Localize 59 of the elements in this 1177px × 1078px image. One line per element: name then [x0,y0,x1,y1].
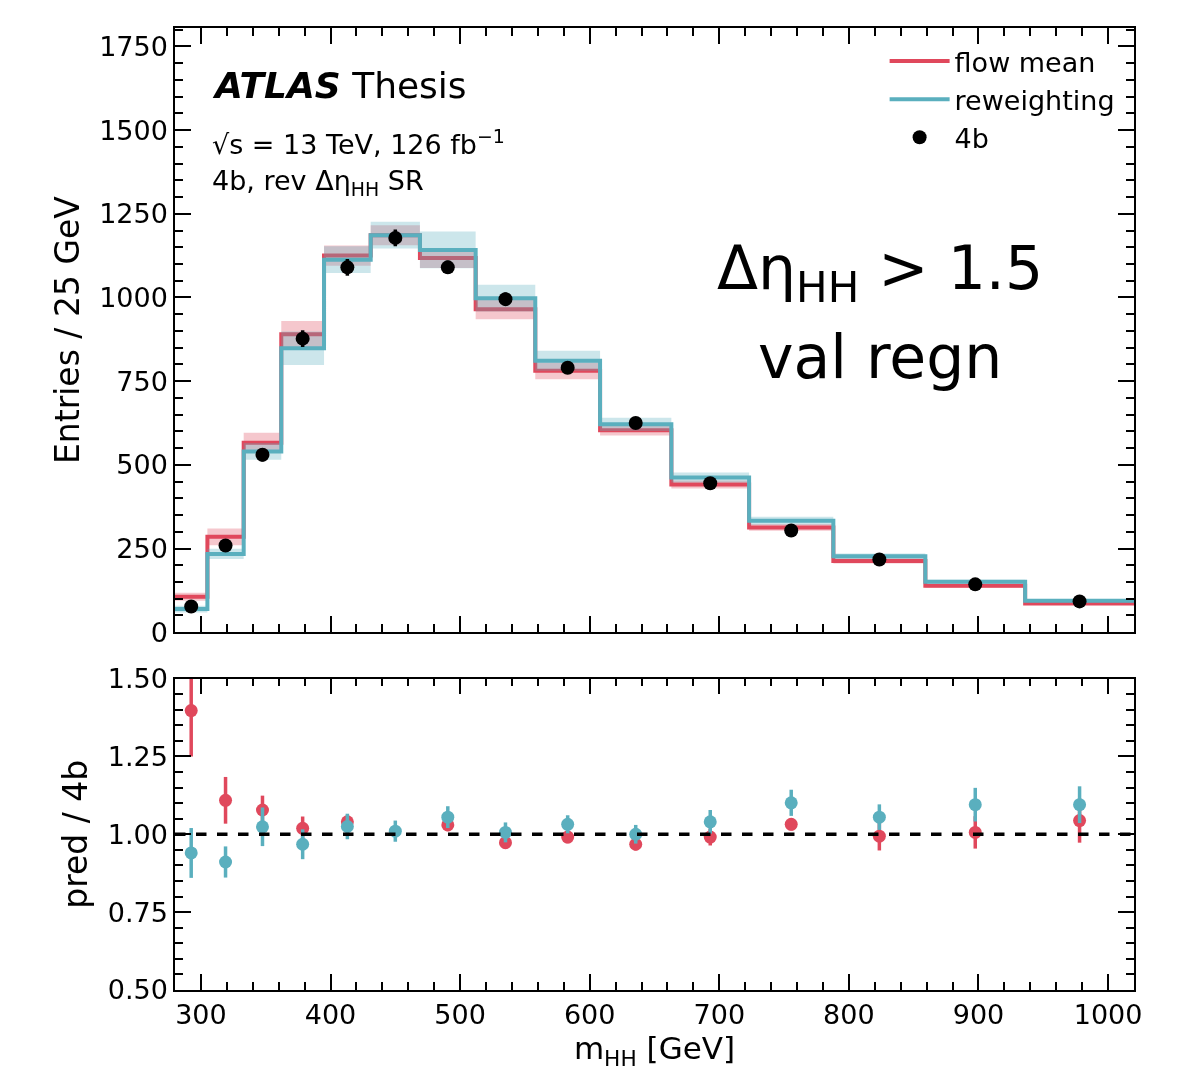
annotation: Δη$_{HH}$ > 1.5 [717,233,1044,312]
point [340,260,355,275]
point [703,476,718,491]
point [703,815,717,829]
annotation: √s = 13 TeV, 126 fb$^{−1}$ [212,125,505,161]
y-tick-label: 1500 [99,114,168,146]
point [219,855,233,869]
x-tick-label: 600 [563,999,616,1031]
point [388,230,403,245]
y-tick-label: 250 [116,532,168,564]
annotation: 4b, rev Δη$_{HH}$ SR [212,165,424,200]
legend-label: reweighting [954,84,1115,116]
point [561,817,575,831]
point [872,552,887,567]
point [184,846,198,860]
annotation: ATLAS Thesis [212,65,467,106]
y-tick-label: 0 [150,616,168,648]
x-tick-label: 400 [304,999,357,1031]
y-tick-label: 0.50 [107,974,168,1006]
y-axis-title: Entries / 25 GeV [47,195,87,465]
y-tick-label: 1750 [99,30,168,62]
point [218,538,233,553]
legend-label: 4b [954,122,989,154]
x-axis-title: m$_{HH}$ [GeV] [573,1030,736,1071]
point [1073,798,1087,812]
y-tick-label: 1000 [99,281,168,313]
x-tick-label: 300 [175,999,227,1031]
x-tick-label: 900 [952,999,1005,1031]
point [296,837,310,851]
point [784,796,798,810]
point [295,331,310,346]
point [872,810,886,824]
point [560,360,575,375]
point [784,523,799,538]
point [441,810,455,824]
y-tick-label: 0.75 [107,896,168,928]
x-tick-label: 500 [434,999,486,1031]
y-tick-label: 1.25 [107,740,168,772]
point [184,704,198,718]
point [968,577,983,592]
point [628,415,643,430]
point [968,798,982,812]
y-tick-label: 1.00 [107,818,168,850]
point [1072,594,1087,609]
y-tick-label: 1250 [99,198,168,230]
point [340,819,354,833]
point [498,825,512,839]
x-tick-label: 800 [823,999,875,1031]
point [219,793,233,807]
legend-label: flow mean [954,46,1096,78]
x-tick-label: 1000 [1073,999,1143,1031]
annotation: val regn [758,322,1003,392]
x-tick-label: 700 [693,999,746,1031]
point [184,599,199,614]
y-axis-title: pred / 4b [56,759,96,909]
y-tick-label: 500 [116,449,168,481]
y-tick-label: 1.50 [107,662,168,694]
point [255,820,269,834]
y-tick-label: 750 [116,365,168,397]
